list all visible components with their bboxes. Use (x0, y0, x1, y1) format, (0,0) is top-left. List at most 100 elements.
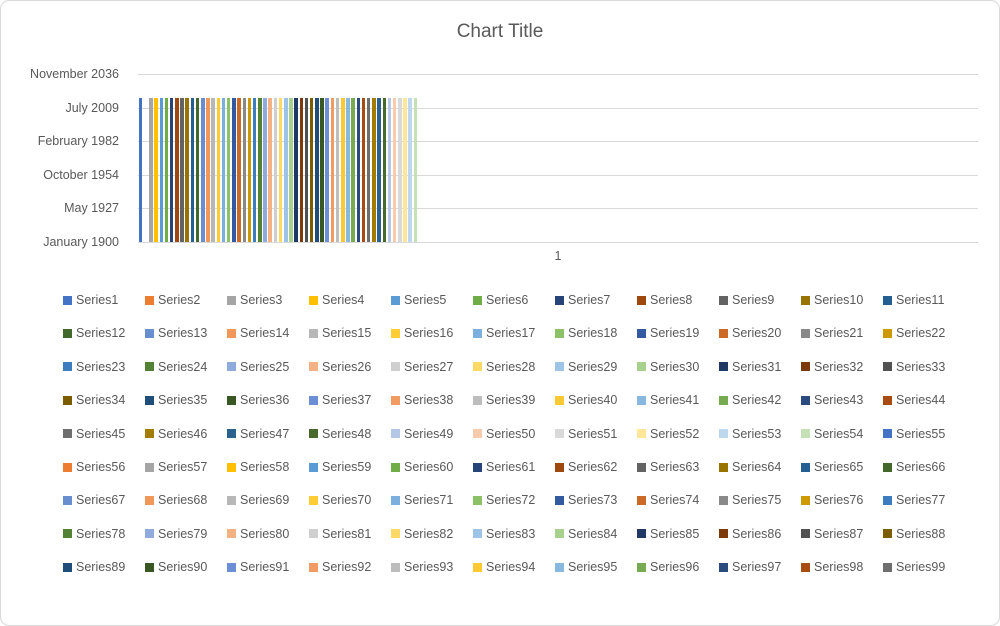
legend-item-series17: Series17 (473, 325, 535, 341)
legend-item-series3: Series3 (227, 292, 282, 308)
bar-series24 (258, 97, 262, 242)
legend-label: Series30 (650, 359, 700, 374)
legend-label: Series59 (322, 460, 372, 474)
legend-label: Series3 (240, 293, 283, 307)
legend-swatch (309, 362, 318, 372)
legend-item-series87: Series87 (801, 526, 863, 542)
legend-swatch (63, 362, 72, 372)
legend-item-series53: Series53 (719, 426, 781, 442)
legend-swatch (883, 295, 892, 305)
legend-label: Series61 (486, 460, 536, 474)
bar-series13 (201, 97, 205, 242)
legend-item-series41: Series41 (637, 392, 699, 408)
legend-item-series49: Series49 (391, 426, 453, 442)
legend-label: Series93 (404, 560, 454, 575)
legend-label: Series68 (158, 493, 208, 508)
legend-swatch (555, 429, 564, 439)
legend-label: Series8 (650, 293, 693, 307)
bar-series42 (351, 97, 355, 242)
legend-label: Series66 (896, 460, 946, 474)
legend-label: Series37 (322, 393, 372, 408)
bar-series3 (149, 97, 153, 242)
legend-label: Series47 (240, 426, 290, 441)
chart-title: Chart Title (456, 21, 544, 42)
legend-swatch (145, 529, 154, 539)
legend-label: Series76 (814, 493, 864, 508)
legend-swatch (227, 562, 236, 572)
bar-series52 (403, 97, 407, 242)
legend-swatch (555, 562, 564, 572)
legend-item-series75: Series75 (719, 492, 781, 508)
legend-label: Series35 (158, 393, 208, 408)
legend-swatch (719, 529, 728, 539)
legend-label: Series70 (322, 493, 372, 508)
legend-label: Series48 (322, 426, 372, 441)
legend-label: Series44 (896, 393, 946, 408)
bar-series11 (190, 97, 195, 242)
legend-item-series69: Series69 (227, 492, 289, 508)
legend-item-series9: Series9 (719, 292, 774, 308)
bar-series47 (377, 97, 381, 242)
legend-label: Series64 (732, 460, 782, 474)
legend-item-series99: Series99 (883, 559, 945, 575)
legend-label: Series95 (568, 560, 618, 575)
bar-series21 (242, 97, 247, 242)
legend-swatch (473, 295, 482, 305)
legend-item-series96: Series96 (637, 559, 699, 575)
legend-label: Series1 (76, 293, 119, 307)
legend-item-series98: Series98 (801, 559, 863, 575)
bar-series-group (138, 74, 418, 242)
legend-label: Series11 (896, 293, 945, 307)
gridline (138, 74, 978, 75)
legend-label: Series18 (568, 326, 618, 341)
legend-label: Series49 (404, 426, 454, 441)
bar-series23 (252, 97, 257, 242)
bar-series7 (169, 97, 174, 242)
legend-swatch (391, 529, 400, 539)
legend-swatch (391, 362, 400, 372)
legend-label: Series62 (568, 460, 618, 474)
legend-swatch (719, 495, 728, 505)
legend-item-series85: Series85 (637, 526, 699, 542)
legend-label: Series32 (814, 359, 864, 374)
legend-label: Series34 (76, 393, 126, 408)
legend-item-series97: Series97 (719, 559, 781, 575)
legend-item-series81: Series81 (309, 526, 371, 542)
legend-label: Series73 (568, 493, 618, 508)
legend-label: Series86 (732, 526, 782, 541)
legend-swatch (883, 562, 892, 572)
bar-series14 (206, 97, 210, 242)
legend-label: Series23 (76, 359, 126, 374)
legend-label: Series25 (240, 359, 290, 374)
legend-item-series27: Series27 (391, 359, 453, 375)
legend-item-series48: Series48 (309, 426, 371, 442)
bar-series30 (289, 97, 293, 242)
bar-series17 (221, 97, 226, 242)
gridline (138, 174, 978, 176)
bar-series32 (299, 97, 304, 242)
legend-item-series46: Series46 (145, 426, 207, 442)
bar-series37 (325, 97, 329, 242)
bar-series10 (185, 97, 189, 242)
legend-label: Series75 (732, 493, 782, 508)
legend-item-series71: Series71 (391, 492, 453, 508)
bar-series18 (226, 97, 231, 242)
legend-item-series82: Series82 (391, 526, 453, 542)
bar-series15 (211, 97, 215, 242)
legend-swatch (391, 328, 400, 338)
legend-label: Series42 (732, 393, 782, 408)
legend-item-series73: Series73 (555, 492, 617, 508)
legend-swatch (473, 462, 482, 472)
bar-series5 (159, 97, 164, 242)
legend-item-series33: Series33 (883, 359, 945, 375)
legend-swatch (227, 362, 236, 372)
legend-label: Series92 (322, 560, 372, 575)
legend-item-series65: Series65 (801, 459, 863, 475)
legend-item-series84: Series84 (555, 526, 617, 542)
legend-label: Series80 (240, 526, 290, 541)
legend-swatch (145, 362, 154, 372)
bar-series49 (387, 97, 392, 242)
legend-label: Series6 (486, 293, 529, 307)
legend-swatch (637, 328, 646, 338)
legend-swatch (63, 395, 72, 405)
